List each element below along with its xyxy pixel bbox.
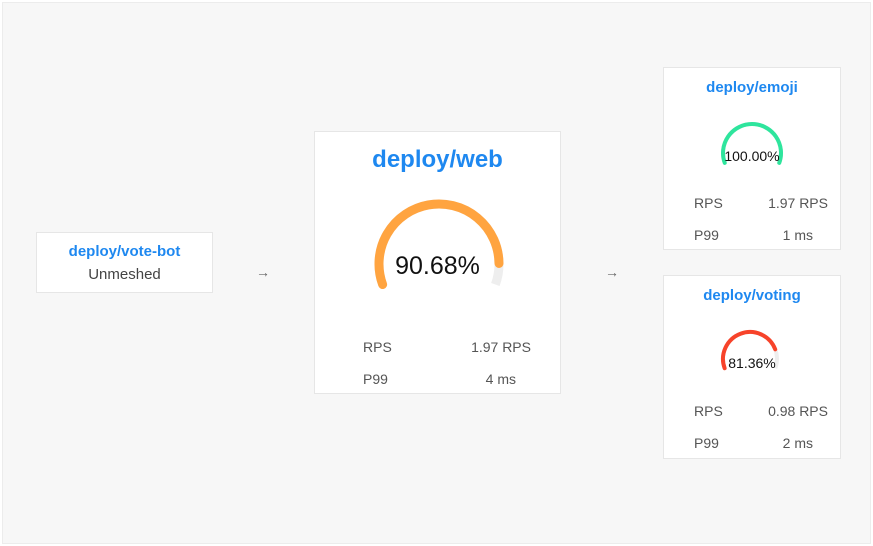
p99-label: P99 xyxy=(694,227,719,243)
arrow-right-icon: → xyxy=(256,264,270,280)
rps-value: 0.98 RPS xyxy=(768,403,828,419)
node-title[interactable]: deploy/voting xyxy=(703,287,801,304)
node-status: Unmeshed xyxy=(88,266,161,283)
node-title[interactable]: deploy/emoji xyxy=(706,79,798,96)
rps-value: 1.97 RPS xyxy=(768,195,828,211)
rps-value: 1.97 RPS xyxy=(471,339,531,355)
success-rate-gauge xyxy=(721,330,779,371)
node-title[interactable]: deploy/vote-bot xyxy=(68,243,181,260)
gauge-fill xyxy=(374,199,504,290)
node-web[interactable]: deploy/web 90.68% RPS 1.97 RPS P99 4 ms xyxy=(314,131,561,394)
gauge-fill xyxy=(721,330,778,371)
success-rate: 81.36% xyxy=(728,355,776,371)
rps-label: RPS xyxy=(363,339,392,355)
node-vote-bot[interactable]: deploy/vote-bot Unmeshed xyxy=(36,232,213,293)
node-title[interactable]: deploy/web xyxy=(372,146,503,173)
arrow-right-icon: → xyxy=(605,264,619,280)
rps-label: RPS xyxy=(694,403,723,419)
p99-label: P99 xyxy=(363,371,388,387)
p99-value: 4 ms xyxy=(485,371,516,387)
gauge-fill xyxy=(721,122,783,165)
rps-label: RPS xyxy=(694,195,723,211)
p99-label: P99 xyxy=(694,435,719,451)
success-rate-gauge xyxy=(374,199,504,290)
node-emoji[interactable]: deploy/emoji 100.00% RPS 1.97 RPS P99 1 ms xyxy=(663,67,841,250)
p99-value: 2 ms xyxy=(782,435,813,451)
node-voting[interactable]: deploy/voting 81.36% RPS 0.98 RPS P99 2 ms xyxy=(663,275,841,459)
success-rate-gauge xyxy=(721,122,783,165)
success-rate: 90.68% xyxy=(395,252,480,280)
p99-value: 1 ms xyxy=(782,227,813,243)
success-rate: 100.00% xyxy=(724,148,780,164)
